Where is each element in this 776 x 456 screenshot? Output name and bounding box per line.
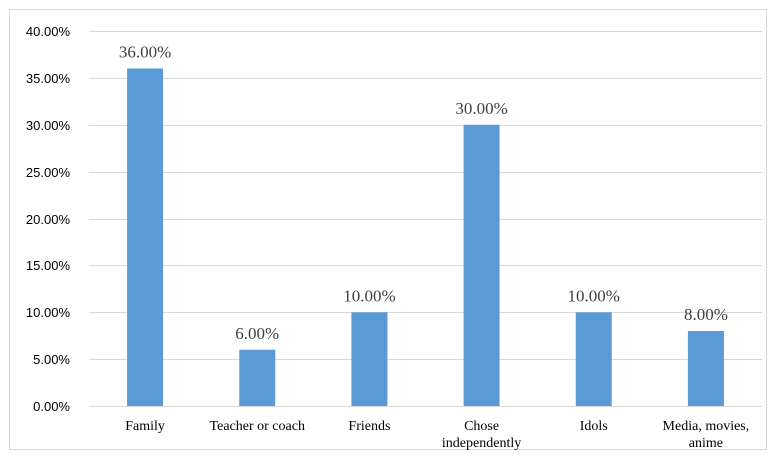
category-label-line: independently [442, 436, 521, 451]
data-labels: 36.00% 6.00% 10.00% 30.00% 10.00% 8.00% [119, 43, 728, 343]
y-tick-label: 30.00% [26, 118, 71, 133]
category-label: Idols [580, 419, 608, 434]
data-label: 8.00% [684, 305, 728, 324]
category-label-line: Idols [580, 419, 608, 434]
bar [463, 124, 500, 406]
bar [239, 349, 276, 406]
y-tick-label: 25.00% [26, 165, 71, 180]
category-label: Teacher or coach [210, 419, 305, 434]
y-tick-label: 5.00% [33, 352, 70, 367]
gridlines [89, 31, 762, 407]
y-tick-label: 10.00% [26, 305, 71, 320]
category-label: Family [125, 419, 165, 434]
data-label: 6.00% [235, 324, 279, 343]
category-label-line: anime [689, 436, 723, 451]
y-tick-label: 35.00% [26, 71, 71, 86]
bar [127, 68, 164, 406]
bar [575, 312, 612, 406]
category-label: Media, movies, anime [663, 419, 750, 451]
category-label-line: Friends [348, 419, 390, 434]
category-label: Chose independently [442, 419, 521, 451]
y-tick-label: 40.00% [26, 24, 71, 39]
data-label: 30.00% [455, 99, 507, 118]
bars [127, 68, 724, 406]
category-label: Friends [348, 419, 390, 434]
category-label-line: Chose [464, 419, 499, 434]
data-label: 10.00% [568, 286, 620, 305]
category-label-line: Media, movies, [663, 419, 750, 434]
y-tick-label: 20.00% [26, 212, 71, 227]
bar [687, 331, 724, 406]
y-tick-label: 15.00% [26, 258, 71, 273]
x-axis-category-labels: Family Teacher or coach Friends Chose indepe… [125, 419, 749, 451]
bar [351, 312, 388, 406]
data-label: 10.00% [343, 286, 395, 305]
y-axis-tick-labels: 0.00% 5.00% 10.00% 15.00% 20.00% 25.00% 30.00%… [26, 24, 71, 414]
data-label: 36.00% [119, 43, 171, 62]
category-label-line: Family [125, 419, 165, 434]
category-label-line: Teacher or coach [210, 419, 305, 434]
y-tick-label: 0.00% [33, 399, 70, 414]
